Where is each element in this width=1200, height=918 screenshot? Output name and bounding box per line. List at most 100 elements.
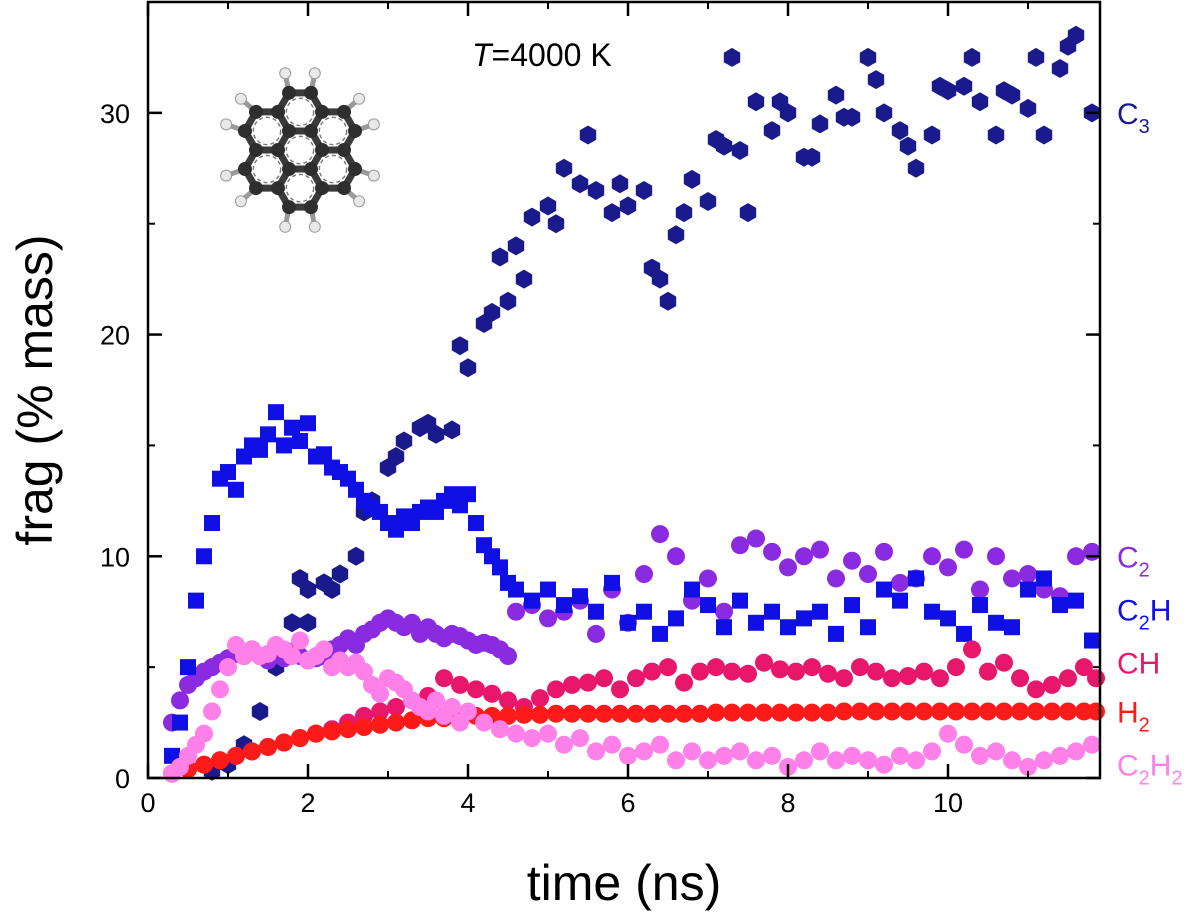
carbon-atom: [304, 162, 318, 177]
point-c3: [1019, 98, 1037, 118]
point-c2h2: [891, 746, 909, 765]
point-c2h: [796, 610, 812, 627]
point-c2h: [316, 446, 332, 463]
hydrogen-atom: [367, 118, 380, 131]
x-tick-label: 4: [460, 788, 475, 818]
point-c2h: [892, 592, 908, 609]
carbon-atom: [337, 143, 351, 157]
point-c2h2: [939, 724, 957, 743]
point-ch: [707, 658, 725, 677]
point-c3: [987, 125, 1005, 145]
point-c3: [667, 225, 685, 245]
point-c2: [763, 542, 781, 561]
point-c3: [515, 269, 533, 289]
carbon-atom: [304, 123, 318, 138]
point-c2h2: [811, 742, 829, 761]
label-subscript: 3: [1139, 116, 1150, 138]
point-c3: [387, 447, 405, 466]
point-c2h: [460, 486, 476, 503]
point-c2h: [468, 515, 484, 532]
point-ch: [467, 680, 485, 699]
point-c2: [747, 529, 765, 548]
label-subscript: 2: [1139, 612, 1150, 634]
point-h2: [691, 704, 709, 723]
point-c2h: [1004, 619, 1020, 636]
point-c2h: [292, 432, 308, 449]
point-c2h: [684, 581, 700, 598]
point-h2: [835, 702, 853, 721]
point-c2: [843, 551, 861, 570]
x-tick-label: 10: [933, 788, 963, 818]
point-ch: [1059, 669, 1077, 688]
point-h2: [659, 704, 677, 723]
point-c2h2: [987, 742, 1005, 761]
point-h2: [995, 702, 1013, 721]
point-h2: [547, 704, 565, 723]
point-c3: [827, 85, 845, 105]
point-h2: [1027, 702, 1045, 721]
point-ch: [771, 660, 789, 679]
point-c2: [1003, 569, 1021, 588]
point-h2: [355, 718, 373, 737]
aromatic-ring: [252, 116, 282, 146]
hydrogen-atom: [367, 169, 380, 182]
point-ch: [931, 669, 949, 688]
point-h2: [771, 703, 789, 722]
point-c2h2: [427, 691, 445, 710]
aromatic-ring: [285, 97, 315, 127]
point-c3: [995, 81, 1013, 101]
point-c2: [827, 569, 845, 588]
carbon-atom: [315, 181, 329, 196]
carbon-atom: [348, 123, 362, 138]
point-c2h2: [203, 702, 221, 721]
series-c2h: [164, 404, 1100, 764]
point-h2: [243, 742, 261, 761]
point-c3: [907, 158, 925, 178]
point-c2h: [1084, 632, 1100, 649]
series-c3: [203, 25, 1101, 781]
point-c2h: [716, 619, 732, 636]
point-c2: [779, 558, 797, 577]
point-c2: [731, 536, 749, 555]
point-c2: [667, 547, 685, 566]
point-ch: [787, 662, 805, 681]
label-subscript-2: 2: [1171, 768, 1182, 790]
point-c3: [923, 125, 941, 145]
hydrogen-atom: [279, 67, 292, 80]
point-c2h: [844, 597, 860, 614]
point-c2h2: [747, 751, 765, 770]
point-c2h: [196, 548, 212, 565]
point-c3: [251, 702, 269, 721]
point-c3: [771, 92, 789, 112]
carbon-atom: [238, 162, 252, 177]
label-subscript: 2: [1139, 768, 1150, 790]
point-c3: [739, 203, 757, 223]
point-h2: [403, 711, 421, 730]
point-c2: [987, 547, 1005, 566]
point-c3: [683, 169, 701, 189]
hydrogen-atom: [220, 169, 233, 182]
point-c2: [171, 691, 189, 710]
label-subscript: 2: [1139, 559, 1150, 581]
hydrogen-atom: [308, 220, 321, 233]
hydrogen-atom: [220, 118, 233, 131]
point-ch: [675, 673, 693, 692]
point-c2: [635, 565, 653, 584]
hydrogen-atom: [234, 92, 247, 105]
point-c2h: [228, 481, 244, 498]
label-main: C: [1117, 594, 1139, 627]
label-main: C: [1117, 98, 1139, 131]
point-c2: [875, 542, 893, 561]
point-c2h2: [291, 631, 309, 650]
point-h2: [1011, 702, 1029, 721]
label-main: CH: [1117, 648, 1160, 681]
point-ch: [371, 702, 389, 721]
point-c2h: [876, 581, 892, 598]
data-marks: [163, 25, 1105, 783]
point-c2h: [1068, 592, 1084, 609]
label-subscript: 2: [1139, 714, 1150, 736]
point-c2h: [988, 614, 1004, 631]
series-label-c2h2: C2H2: [1117, 750, 1183, 790]
